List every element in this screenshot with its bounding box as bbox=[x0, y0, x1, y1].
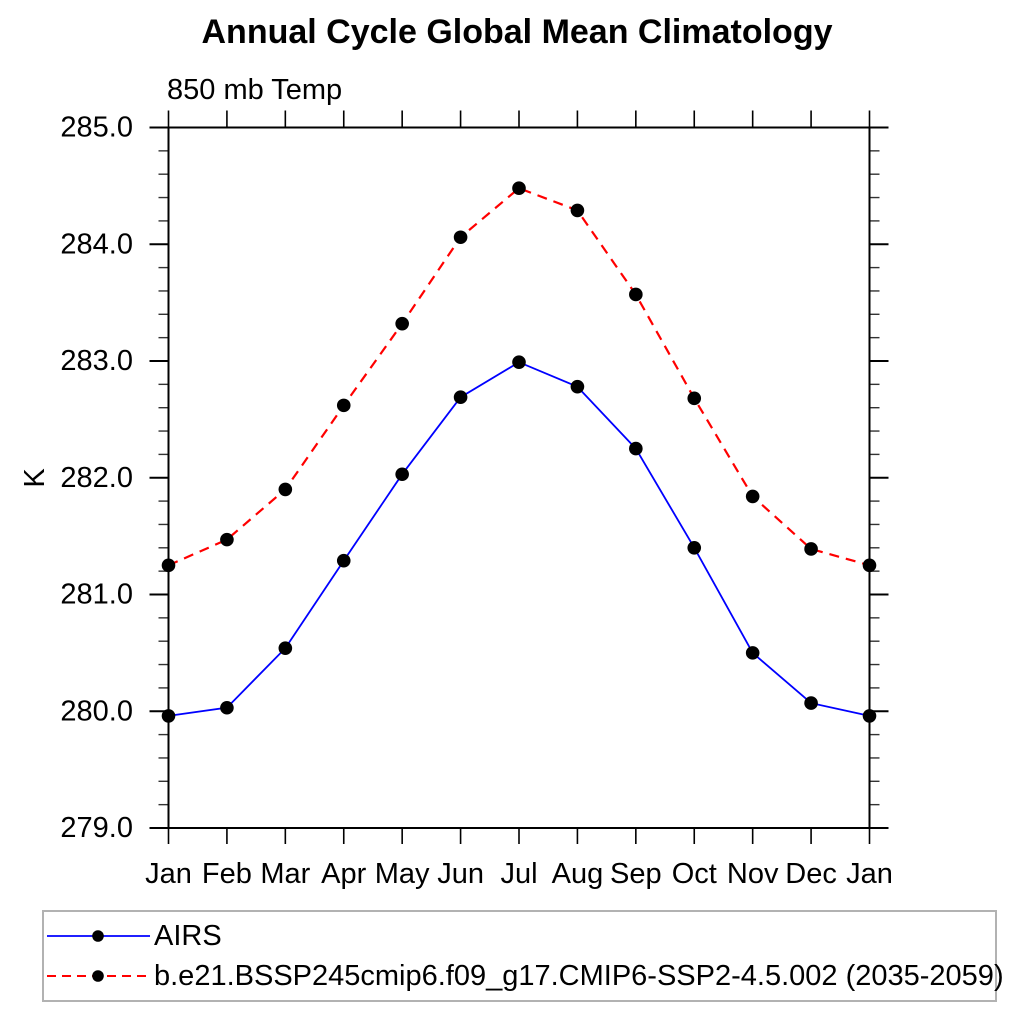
x-tick-label: Jun bbox=[437, 858, 484, 890]
data-point-airs bbox=[862, 709, 877, 723]
data-point-airs bbox=[278, 641, 293, 656]
x-tick-label: Dec bbox=[785, 858, 837, 890]
data-point-model bbox=[745, 489, 760, 504]
x-tick-label: Jan bbox=[145, 858, 192, 890]
data-point-model bbox=[220, 532, 234, 547]
data-point-model bbox=[570, 203, 585, 218]
data-point-model bbox=[161, 558, 176, 573]
chart-title: Annual Cycle Global Mean Climatology bbox=[201, 13, 833, 51]
chart-subtitle: 850 mb Temp bbox=[167, 74, 343, 106]
data-point-airs bbox=[395, 467, 409, 482]
x-tick-label: Jan bbox=[846, 858, 893, 890]
data-point-model bbox=[278, 482, 293, 497]
y-tick-label: 282.0 bbox=[60, 462, 133, 494]
x-tick-label: Aug bbox=[552, 858, 604, 890]
y-tick-label: 279.0 bbox=[60, 812, 133, 844]
data-point-airs bbox=[570, 379, 585, 394]
x-tick-label: Mar bbox=[260, 858, 310, 890]
x-tick-label: Apr bbox=[321, 858, 366, 890]
y-tick-label: 284.0 bbox=[60, 228, 133, 260]
y-tick-label: 281.0 bbox=[60, 579, 133, 611]
y-tick-label: 280.0 bbox=[60, 695, 133, 727]
data-point-model bbox=[804, 542, 818, 556]
legend-entry-airs: AIRS bbox=[46, 920, 222, 952]
data-point-model bbox=[512, 181, 526, 196]
data-point-airs bbox=[512, 355, 526, 369]
plot-frame bbox=[167, 126, 871, 829]
data-point-airs bbox=[629, 441, 643, 456]
data-point-model bbox=[629, 287, 643, 302]
data-point-airs bbox=[745, 646, 760, 660]
data-point-airs bbox=[161, 709, 176, 723]
legend-sample-airs bbox=[47, 930, 150, 942]
data-point-model bbox=[687, 391, 702, 406]
data-point-airs bbox=[336, 553, 351, 568]
data-point-model bbox=[336, 398, 351, 413]
data-point-model bbox=[862, 558, 877, 573]
data-point-airs bbox=[804, 696, 818, 710]
y-tick-label: 283.0 bbox=[60, 345, 133, 377]
legend-label-airs: AIRS bbox=[154, 919, 222, 952]
x-tick-label: Nov bbox=[727, 858, 779, 890]
legend-sample-model bbox=[47, 970, 150, 982]
x-tick-label: Jul bbox=[500, 858, 537, 890]
data-point-airs bbox=[687, 541, 702, 555]
data-point-airs bbox=[220, 700, 234, 715]
legend-box: AIRS b.e21.BSSP245cmip6.f09_g17.CMIP6-SS… bbox=[42, 910, 1004, 1002]
x-tick-label: Sep bbox=[610, 858, 662, 890]
legend-entry-model: b.e21.BSSP245cmip6.f09_g17.CMIP6-SSP2-4.… bbox=[46, 960, 1004, 992]
x-tick-label: Feb bbox=[202, 858, 252, 890]
legend-label-model: b.e21.BSSP245cmip6.f09_g17.CMIP6-SSP2-4.… bbox=[154, 959, 1004, 992]
data-point-model bbox=[395, 316, 409, 331]
x-tick-label: May bbox=[375, 858, 430, 890]
y-tick-label: 285.0 bbox=[60, 112, 133, 144]
series-line-model bbox=[168, 186, 870, 567]
x-tick-label: Oct bbox=[672, 858, 717, 890]
data-point-airs bbox=[453, 390, 468, 404]
series-line-airs bbox=[168, 361, 870, 717]
data-point-model bbox=[453, 230, 468, 245]
